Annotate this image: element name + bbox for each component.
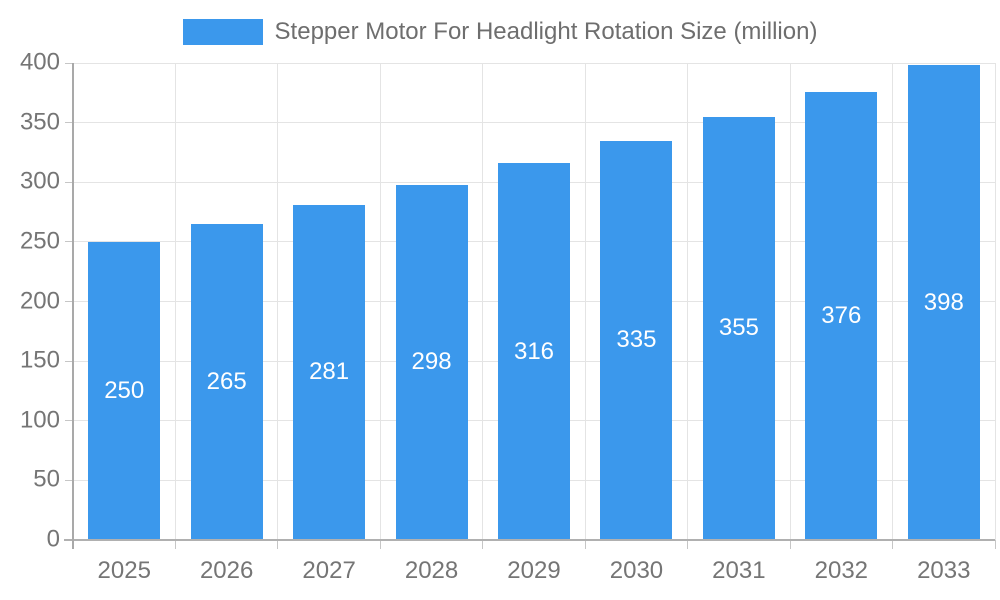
y-axis-tick [65, 479, 73, 481]
y-axis-label: 250 [19, 227, 60, 255]
bar-value-label: 398 [923, 288, 964, 316]
y-axis-label: 50 [33, 465, 60, 493]
x-axis-tick [892, 540, 894, 549]
bar-value-label: 376 [821, 301, 862, 329]
bar-value-label: 355 [718, 314, 759, 342]
y-axis-tick [65, 62, 73, 64]
x-axis-tick [174, 540, 176, 549]
chart-legend: Stepper Motor For Headlight Rotation Siz… [0, 18, 1000, 46]
bar[interactable] [88, 241, 161, 540]
x-axis-label: 2030 [609, 557, 664, 584]
x-axis-tick [277, 540, 279, 549]
y-axis-label: 200 [19, 286, 60, 314]
x-axis-label: 2025 [97, 557, 151, 584]
bar[interactable] [805, 91, 878, 540]
bar[interactable] [395, 184, 468, 540]
bar[interactable] [498, 163, 570, 540]
bar[interactable] [702, 116, 775, 540]
bar[interactable] [600, 140, 673, 540]
y-axis-tick [65, 420, 73, 422]
x-axis-label: 2028 [404, 557, 459, 584]
x-gridline [789, 63, 791, 540]
x-axis-line [64, 539, 995, 541]
y-gridline [73, 122, 995, 124]
bar-value-label: 250 [104, 376, 145, 404]
bar[interactable] [293, 204, 366, 540]
y-axis-tick [65, 241, 73, 243]
y-axis-label: 350 [19, 108, 60, 136]
x-gridline [277, 63, 279, 540]
x-gridline [584, 63, 586, 540]
x-axis-tick [789, 540, 791, 549]
bar[interactable] [907, 65, 980, 540]
y-axis-label: 400 [19, 48, 60, 76]
bar-value-label: 316 [513, 337, 555, 365]
x-axis-tick [994, 540, 996, 549]
x-axis-label: 2032 [814, 557, 869, 584]
bar-value-label: 335 [616, 326, 657, 354]
x-axis-tick [379, 540, 381, 549]
y-axis-label: 100 [19, 406, 60, 434]
x-gridline [482, 63, 484, 540]
y-axis-line [72, 63, 74, 549]
x-gridline [174, 63, 176, 540]
x-axis-label: 2026 [199, 557, 254, 584]
legend-label[interactable]: Stepper Motor For Headlight Rotation Siz… [274, 18, 818, 45]
bar[interactable] [190, 223, 263, 540]
x-axis-label: 2031 [712, 557, 766, 584]
y-axis-tick [65, 122, 73, 124]
y-axis-tick [65, 181, 73, 183]
x-gridline [687, 63, 689, 540]
y-axis-label: 150 [19, 346, 60, 374]
y-axis-tick [65, 360, 73, 362]
x-axis-label: 2033 [917, 557, 971, 584]
x-axis-tick [584, 540, 586, 549]
bar-value-label: 298 [411, 348, 452, 376]
x-axis-label: 2027 [302, 557, 356, 584]
bar-value-label: 281 [309, 358, 350, 386]
x-gridline [994, 63, 996, 540]
y-gridline [73, 62, 995, 64]
x-gridline [379, 63, 381, 540]
x-axis-tick [482, 540, 484, 549]
x-axis-tick [687, 540, 689, 549]
x-gridline [892, 63, 894, 540]
y-axis-label: 0 [46, 525, 60, 553]
x-axis-label: 2029 [507, 557, 561, 584]
y-axis-label: 300 [19, 167, 60, 195]
legend-swatch-icon[interactable] [182, 19, 263, 45]
bar-value-label: 265 [206, 367, 247, 395]
y-axis-tick [65, 301, 73, 302]
